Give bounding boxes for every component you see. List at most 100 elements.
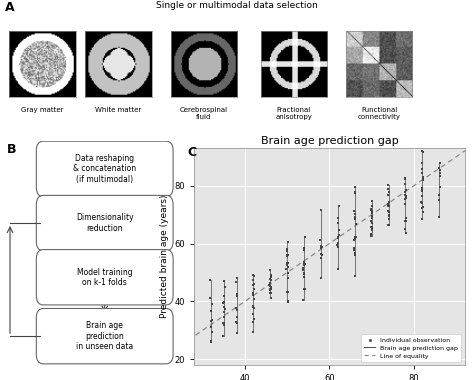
Point xyxy=(351,245,358,251)
FancyBboxPatch shape xyxy=(36,195,173,251)
Point xyxy=(249,290,257,296)
Point xyxy=(368,226,376,233)
Point xyxy=(384,201,392,207)
Point xyxy=(385,188,393,195)
Point xyxy=(436,184,444,190)
Point xyxy=(368,213,376,219)
Point xyxy=(317,251,325,257)
Point xyxy=(401,201,409,207)
Point xyxy=(266,290,274,296)
Point xyxy=(249,303,257,309)
Point xyxy=(402,193,410,199)
Point xyxy=(401,181,409,187)
Point xyxy=(233,314,241,320)
Point xyxy=(401,192,409,198)
Point xyxy=(317,242,325,249)
Point xyxy=(301,261,309,267)
Text: Cerebrospinal
fluid: Cerebrospinal fluid xyxy=(180,107,228,120)
Point xyxy=(266,286,274,292)
Text: Dimensionality
reduction: Dimensionality reduction xyxy=(76,213,134,233)
Point xyxy=(350,208,358,214)
Point xyxy=(249,272,257,279)
Point xyxy=(208,301,216,307)
Point xyxy=(351,273,358,279)
Point xyxy=(384,192,392,198)
Point xyxy=(385,203,392,209)
Point xyxy=(300,265,307,271)
Point xyxy=(233,275,241,281)
Point xyxy=(233,307,240,313)
Point xyxy=(419,188,426,195)
Point xyxy=(301,286,308,292)
Point xyxy=(318,252,326,258)
Text: B: B xyxy=(7,143,16,156)
Point xyxy=(368,218,375,224)
Point xyxy=(301,262,308,268)
Point xyxy=(301,271,308,277)
Point xyxy=(334,215,341,222)
Text: Brain age
prediction
in unseen data: Brain age prediction in unseen data xyxy=(76,321,133,351)
Point xyxy=(435,196,442,203)
Point xyxy=(402,218,410,224)
Point xyxy=(300,259,308,265)
Point xyxy=(351,189,359,195)
Title: Brain age prediction gap: Brain age prediction gap xyxy=(261,136,398,146)
Point xyxy=(352,234,359,240)
Y-axis label: Predicted brain age (years): Predicted brain age (years) xyxy=(160,195,169,318)
Point xyxy=(267,284,274,290)
Point xyxy=(385,213,392,219)
Point xyxy=(220,320,228,326)
Point xyxy=(367,207,375,213)
Point xyxy=(335,227,342,233)
Point xyxy=(368,226,375,232)
Point xyxy=(318,244,325,250)
Point xyxy=(367,232,375,238)
FancyBboxPatch shape xyxy=(36,141,173,196)
Point xyxy=(335,203,342,209)
Point xyxy=(402,194,410,200)
Point xyxy=(220,304,228,310)
FancyBboxPatch shape xyxy=(36,250,173,305)
Point xyxy=(233,320,240,326)
Point xyxy=(220,299,228,305)
Point xyxy=(283,260,291,266)
Point xyxy=(207,339,215,345)
Point xyxy=(401,176,409,182)
Point xyxy=(351,211,358,217)
Point xyxy=(317,237,324,243)
Point xyxy=(384,222,392,228)
Point xyxy=(208,324,215,330)
Point xyxy=(419,175,427,181)
Text: Gray matter: Gray matter xyxy=(21,107,64,113)
Point xyxy=(220,309,228,315)
Point xyxy=(351,190,359,196)
Point xyxy=(249,329,256,335)
Point xyxy=(250,273,257,279)
Point xyxy=(250,296,258,302)
Point xyxy=(368,210,376,216)
Point xyxy=(266,283,274,289)
Point xyxy=(220,321,228,328)
Point xyxy=(418,192,426,198)
Point xyxy=(351,252,359,258)
Point xyxy=(436,170,443,176)
Point xyxy=(207,277,214,283)
Point xyxy=(250,292,257,298)
Point xyxy=(232,279,240,285)
Point xyxy=(249,304,256,310)
Point xyxy=(367,206,375,212)
Point xyxy=(318,245,325,251)
Point xyxy=(284,298,292,304)
Point xyxy=(368,220,376,226)
Point xyxy=(352,234,359,241)
Text: White matter: White matter xyxy=(95,107,142,113)
Point xyxy=(221,306,228,312)
Point xyxy=(384,185,392,192)
Point xyxy=(233,330,241,336)
Point xyxy=(384,182,392,188)
Point xyxy=(402,230,410,236)
Text: Single or multimodal data selection: Single or multimodal data selection xyxy=(156,2,318,10)
Point xyxy=(266,287,274,293)
Point xyxy=(334,240,342,246)
Point xyxy=(418,148,425,154)
